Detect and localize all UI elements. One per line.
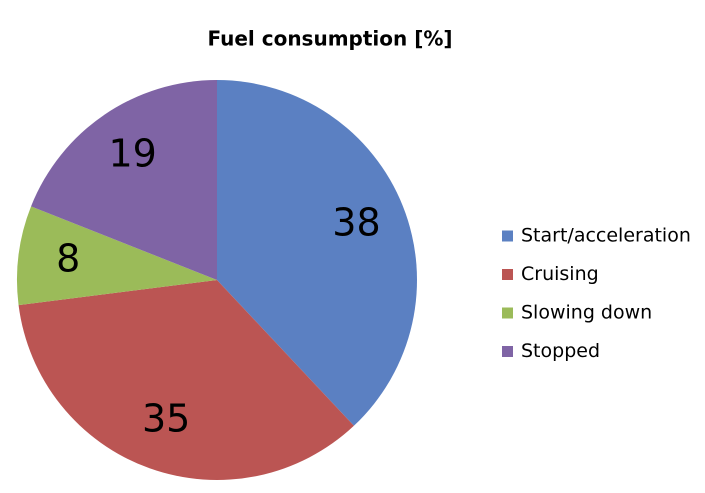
pie-slice	[217, 80, 418, 426]
data-label: 35	[142, 397, 190, 441]
legend-swatch	[502, 230, 513, 242]
data-label: 19	[109, 131, 157, 175]
legend-label: Start/acceleration	[521, 225, 691, 247]
pie-slice	[31, 80, 217, 280]
pie-slice	[18, 280, 354, 481]
legend-label: Slowing down	[521, 302, 652, 324]
legend-label: Cruising	[521, 263, 599, 285]
legend-swatch	[502, 346, 513, 357]
legend-swatch	[502, 269, 513, 280]
data-label: 8	[56, 237, 80, 281]
pie-slice	[17, 206, 218, 306]
data-label: 38	[332, 200, 380, 244]
legend-swatch	[502, 307, 513, 319]
legend-label: Stopped	[521, 340, 600, 362]
chart-title: Fuel consumption [%]	[207, 27, 452, 51]
